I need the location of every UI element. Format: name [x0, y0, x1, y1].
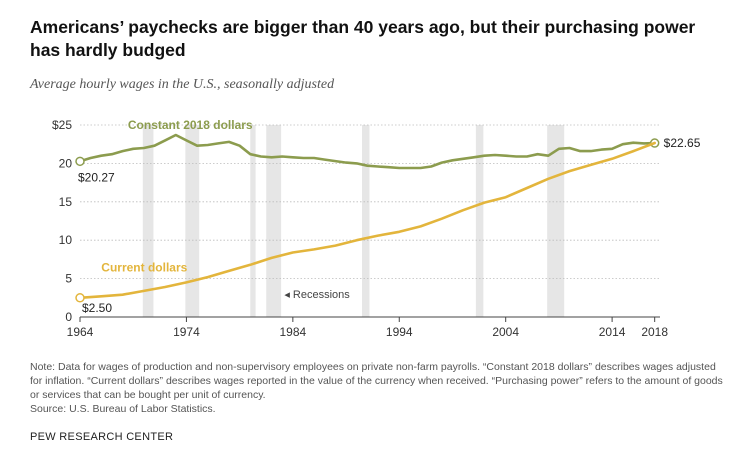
y-axis: $25 20 15 10 5 0 — [52, 118, 72, 324]
current-dollars-line — [78, 141, 656, 300]
current-start-value: $2.50 — [82, 301, 112, 315]
constant-start-marker — [75, 156, 85, 167]
x-tick-label: 1974 — [173, 325, 200, 339]
x-tick-label: 1984 — [279, 325, 306, 339]
x-tick-label: 2014 — [599, 325, 626, 339]
y-tick-label: 5 — [65, 272, 72, 286]
y-tick-label: 0 — [65, 310, 72, 324]
line-chart: $25 20 15 10 5 0 1964 1974 1984 1994 2004 2014 2018… — [52, 118, 701, 339]
y-tick-label: 15 — [59, 195, 73, 209]
recession-band — [266, 125, 282, 317]
x-tick-label: 2018 — [641, 325, 668, 339]
recession-band — [185, 125, 200, 317]
recession-band — [362, 125, 370, 317]
x-tick-label: 1964 — [67, 325, 94, 339]
chart-annotations: Constant 2018 dollars Current dollars $20.… — [78, 118, 701, 315]
pew-research-logo: PEW RESEARCH CENTER — [30, 431, 174, 443]
recession-band — [475, 125, 484, 317]
recession-band — [547, 125, 565, 317]
y-tick-label: 20 — [59, 156, 73, 170]
chart-source: Source: U.S. Bureau of Labor Statistics. — [30, 403, 216, 415]
constant-dollars-line — [78, 133, 656, 170]
constant-series-label: Constant 2018 dollars — [128, 118, 253, 132]
recession-band — [250, 125, 256, 317]
x-axis: 1964 1974 1984 1994 2004 2014 2018 — [67, 317, 668, 339]
recession-bands — [142, 125, 565, 317]
x-tick-label: 2004 — [492, 325, 519, 339]
y-tick-label: $25 — [52, 118, 72, 132]
chart-note: Note: Data for wages of production and n… — [30, 361, 723, 401]
chart-subtitle: Average hourly wages in the U.S., season… — [30, 77, 335, 92]
chart-title: Americans’ paychecks are bigger than 40 … — [30, 17, 696, 60]
x-tick-label: 1994 — [386, 325, 413, 339]
series-lines — [75, 133, 660, 303]
end-value: $22.65 — [664, 136, 701, 150]
current-start-marker — [75, 293, 85, 303]
recession-band — [142, 125, 154, 317]
current-series-label: Current dollars — [101, 261, 187, 275]
constant-start-value: $20.27 — [78, 170, 115, 184]
recessions-label: ◂ Recessions — [284, 289, 350, 301]
y-tick-label: 10 — [59, 233, 73, 247]
gridlines — [80, 124, 660, 318]
